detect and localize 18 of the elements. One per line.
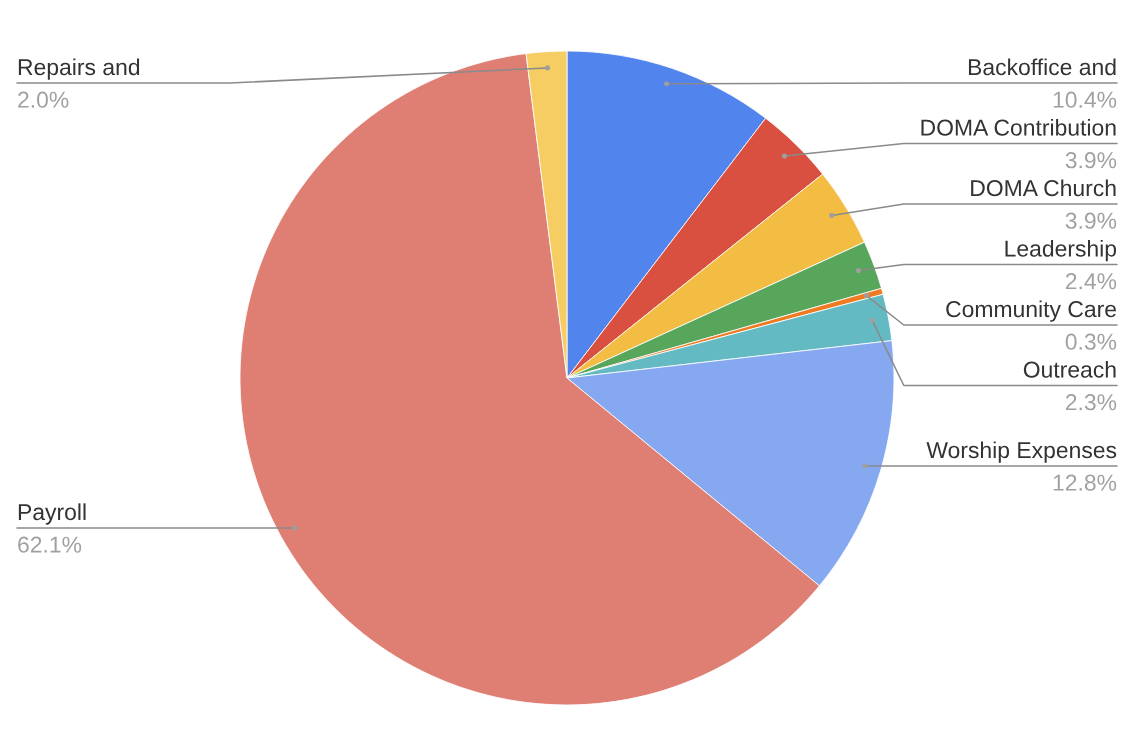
data-label: 10.4%	[1053, 91, 1117, 108]
slice-label: Leadership	[1005, 239, 1117, 262]
data-label: 12.8%	[1053, 474, 1117, 491]
slice-label: Backoffice and	[968, 58, 1116, 76]
data-label: 3.9%	[1065, 212, 1117, 229]
data-label: 0.3%	[1065, 333, 1117, 350]
slice-label: Repairs and	[18, 58, 140, 80]
data-label: 2.4%	[1065, 273, 1117, 290]
slice-label: Community Care	[946, 300, 1116, 322]
slice-label: Payroll	[18, 503, 86, 525]
slice-label: DOMA Contribution	[921, 118, 1116, 136]
data-label: 2.0%	[18, 91, 69, 108]
slice-label: DOMA Church	[971, 179, 1116, 197]
data-label: 62.1%	[18, 536, 82, 553]
data-label: 3.9%	[1065, 152, 1117, 169]
slice-label: Worship Expenses	[926, 441, 1117, 463]
slice-label: Outreach	[1023, 360, 1116, 378]
data-label: 2.3%	[1065, 394, 1117, 411]
